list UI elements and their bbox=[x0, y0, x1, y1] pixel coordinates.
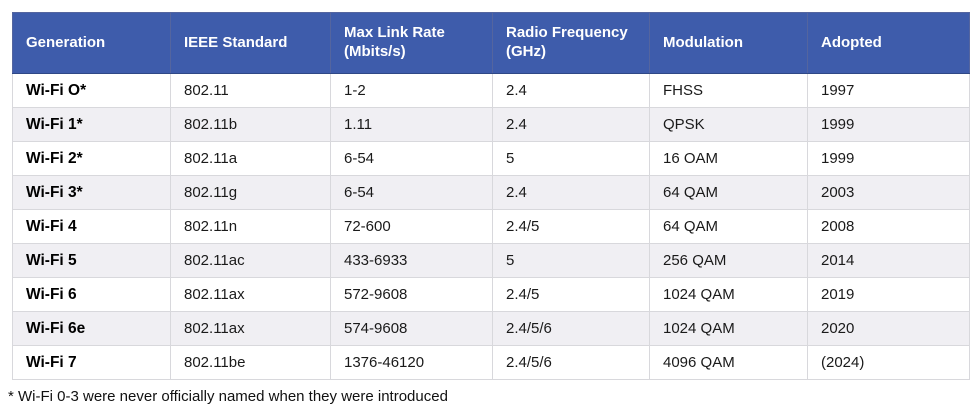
table-cell: 256 QAM bbox=[649, 243, 808, 278]
footnote: * Wi-Fi 0-3 were never officially named … bbox=[8, 388, 448, 405]
table-row: Wi-Fi 6 802.11ax 572-9608 2.4/5 1024 QAM 2019 bbox=[12, 277, 970, 312]
table-cell: 802.11b bbox=[170, 107, 331, 142]
table-header: Generation IEEE Standard Max Link Rate (Mb… bbox=[12, 12, 970, 74]
generation-cell: Wi-Fi 6 bbox=[12, 277, 171, 312]
table-cell: 1999 bbox=[807, 141, 970, 176]
generation-cell: Wi-Fi 1* bbox=[12, 107, 171, 142]
table-cell: 433-6933 bbox=[330, 243, 493, 278]
table-cell: 1997 bbox=[807, 73, 970, 108]
table-cell: 802.11g bbox=[170, 175, 331, 210]
table-cell: 64 QAM bbox=[649, 175, 808, 210]
generation-cell: Wi-Fi 7 bbox=[12, 345, 171, 380]
table-cell: 4096 QAM bbox=[649, 345, 808, 380]
table-cell: 2.4/5 bbox=[492, 277, 650, 312]
table-cell: 2014 bbox=[807, 243, 970, 278]
column-header-4: Modulation bbox=[649, 12, 808, 74]
generation-cell: Wi-Fi 6e bbox=[12, 311, 171, 346]
table-cell: 2008 bbox=[807, 209, 970, 244]
table-row: Wi-Fi 6e 802.11ax 574-9608 2.4/5/6 1024 QAM 2… bbox=[12, 311, 970, 346]
table-cell: 72-600 bbox=[330, 209, 493, 244]
table-row: Wi-Fi 1* 802.11b 1.11 2.4 QPSK 1999 bbox=[12, 107, 970, 142]
table-cell: 5 bbox=[492, 141, 650, 176]
table-cell: 1.11 bbox=[330, 107, 493, 142]
table-cell: 802.11ac bbox=[170, 243, 331, 278]
table-cell: 64 QAM bbox=[649, 209, 808, 244]
column-header-5: Adopted bbox=[807, 12, 970, 74]
table-cell: 574-9608 bbox=[330, 311, 493, 346]
table-cell: 1024 QAM bbox=[649, 311, 808, 346]
table-cell: 5 bbox=[492, 243, 650, 278]
table-cell: 1-2 bbox=[330, 73, 493, 108]
table-cell: 2003 bbox=[807, 175, 970, 210]
column-header-2: Max Link Rate (Mbits/s) bbox=[330, 12, 493, 74]
table-cell: 802.11ax bbox=[170, 311, 331, 346]
table-cell: 16 OAM bbox=[649, 141, 808, 176]
column-header-0: Generation bbox=[12, 12, 171, 74]
table-cell: 6-54 bbox=[330, 141, 493, 176]
generation-cell: Wi-Fi 3* bbox=[12, 175, 171, 210]
table-row: Wi-Fi 4 802.11n 72-600 2.4/5 64 QAM 2008 bbox=[12, 209, 970, 244]
table-cell: 802.11be bbox=[170, 345, 331, 380]
table-cell: 1376-46120 bbox=[330, 345, 493, 380]
table-cell: 2.4/5/6 bbox=[492, 345, 650, 380]
column-header-1: IEEE Standard bbox=[170, 12, 331, 74]
generation-cell: Wi-Fi O* bbox=[12, 73, 171, 108]
table-body: Wi-Fi O* 802.11 1-2 2.4 FHSS 1997 Wi-Fi 1* 802.… bbox=[12, 73, 970, 380]
generation-cell: Wi-Fi 5 bbox=[12, 243, 171, 278]
header-row: Generation IEEE Standard Max Link Rate (Mb… bbox=[12, 12, 970, 74]
table-cell: 1024 QAM bbox=[649, 277, 808, 312]
generation-cell: Wi-Fi 4 bbox=[12, 209, 171, 244]
table-cell: (2024) bbox=[807, 345, 970, 380]
table-cell: 802.11ax bbox=[170, 277, 331, 312]
table-cell: 2.4/5 bbox=[492, 209, 650, 244]
generation-cell: Wi-Fi 2* bbox=[12, 141, 171, 176]
column-header-3: Radio Frequency (GHz) bbox=[492, 12, 650, 74]
table-cell: 2.4 bbox=[492, 175, 650, 210]
table-cell: QPSK bbox=[649, 107, 808, 142]
table-row: Wi-Fi 3* 802.11g 6-54 2.4 64 QAM 2003 bbox=[12, 175, 970, 210]
table-cell: 802.11a bbox=[170, 141, 331, 176]
table-cell: 1999 bbox=[807, 107, 970, 142]
table-cell: 2.4 bbox=[492, 107, 650, 142]
table-cell: 572-9608 bbox=[330, 277, 493, 312]
table-cell: 2.4 bbox=[492, 73, 650, 108]
table-cell: 802.11n bbox=[170, 209, 331, 244]
table-row: Wi-Fi 2* 802.11a 6-54 5 16 OAM 1999 bbox=[12, 141, 970, 176]
table-cell: 2019 bbox=[807, 277, 970, 312]
table-row: Wi-Fi 7 802.11be 1376-46120 2.4/5/6 4096 QAM… bbox=[12, 345, 970, 380]
table-row: Wi-Fi 5 802.11ac 433-6933 5 256 QAM 2014 bbox=[12, 243, 970, 278]
table-cell: 6-54 bbox=[330, 175, 493, 210]
table-cell: 2.4/5/6 bbox=[492, 311, 650, 346]
table-cell: 802.11 bbox=[170, 73, 331, 108]
table-cell: 2020 bbox=[807, 311, 970, 346]
wifi-generations-table: Generation IEEE Standard Max Link Rate (Mb… bbox=[12, 12, 970, 380]
table-cell: FHSS bbox=[649, 73, 808, 108]
table-row: Wi-Fi O* 802.11 1-2 2.4 FHSS 1997 bbox=[12, 73, 970, 108]
